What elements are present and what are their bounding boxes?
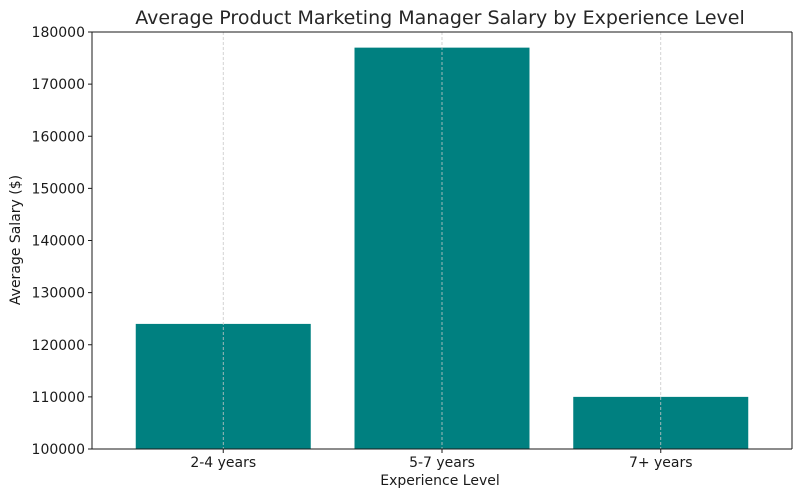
x-tick-label: 5-7 years [409,455,475,471]
y-axis-label: Average Salary ($) [8,175,24,305]
y-tick-label: 120000 [32,338,85,354]
axes [91,31,793,450]
x-ticks: 2-4 years 5-7 years 7+ years [190,449,693,471]
chart-title: Average Product Marketing Manager Salary… [135,7,745,29]
y-ticks: 100000 110000 120000 130000 140000 150000 1600… [32,25,92,458]
gridlines [222,32,662,449]
y-tick-label: 110000 [32,390,85,406]
y-tick-label: 130000 [32,286,85,302]
y-tick-label: 180000 [32,25,85,41]
y-tick-label: 140000 [32,234,85,250]
y-tick-label: 100000 [32,442,85,458]
x-axis-label: Experience Level [380,473,499,489]
x-tick-label: 2-4 years [190,455,256,471]
y-tick-label: 170000 [32,77,85,93]
x-tick-label: 7+ years [629,455,693,471]
y-tick-label: 160000 [32,129,85,145]
y-tick-label: 150000 [32,181,85,197]
